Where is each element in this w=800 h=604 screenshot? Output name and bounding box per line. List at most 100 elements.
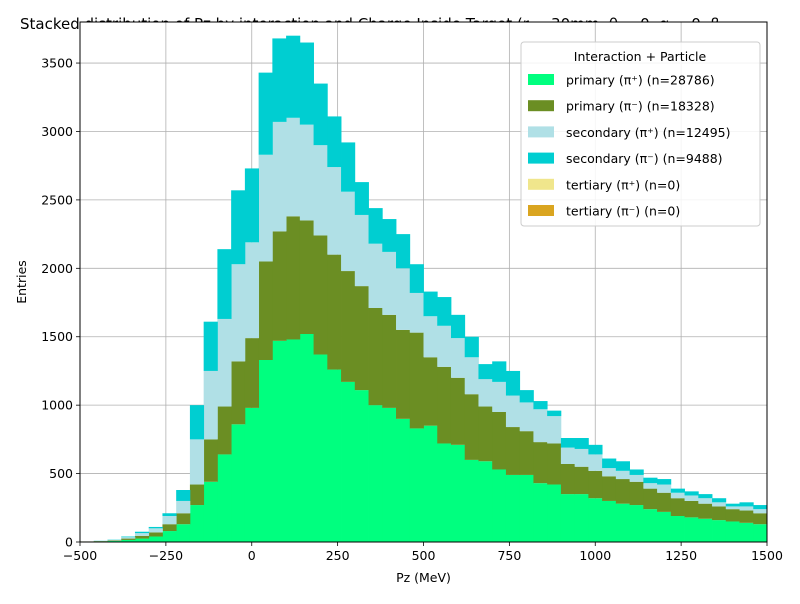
histogram-bar-series-3: [478, 379, 492, 406]
histogram-bar-series-3: [149, 528, 163, 532]
histogram-bar-series-2: [533, 442, 547, 483]
histogram-bar-series-3: [176, 501, 190, 513]
histogram-bar-series-1: [630, 505, 644, 542]
histogram-bar-series-3: [272, 122, 286, 231]
histogram-bar-series-1: [341, 382, 355, 542]
histogram-bar-series-3: [231, 264, 245, 361]
histogram-bar-series-1: [726, 521, 740, 542]
histogram-bar-series-1: [588, 498, 602, 542]
legend-title: Interaction + Particle: [574, 49, 707, 64]
histogram-bar-series-3: [740, 506, 754, 510]
histogram-bar-series-4: [643, 478, 657, 483]
histogram-bar-series-2: [162, 524, 176, 531]
x-tick-label: −500: [63, 548, 97, 563]
legend: Interaction + Particle primary (π⁺) (n=2…: [521, 42, 760, 226]
histogram-bar-series-3: [327, 167, 341, 255]
histogram-bar-series-2: [602, 476, 616, 501]
histogram-bar-series-1: [314, 355, 328, 542]
histogram-bar-series-3: [424, 316, 438, 357]
histogram-bar-series-2: [107, 540, 121, 541]
histogram-bar-series-2: [437, 367, 451, 444]
histogram-bar-series-4: [657, 479, 671, 484]
histogram-bar-series-1: [643, 509, 657, 542]
histogram-bar-series-4: [300, 43, 314, 125]
histogram-bar-series-1: [520, 475, 534, 542]
y-axis-label: Entries: [14, 260, 29, 304]
histogram-bar-series-4: [176, 490, 190, 501]
histogram-bar-series-4: [437, 297, 451, 326]
histogram-bar-series-4: [355, 182, 369, 215]
histogram-bar-series-3: [533, 409, 547, 442]
histogram-bar-series-3: [314, 145, 328, 235]
histogram-bar-series-4: [588, 445, 602, 455]
y-tick-label: 2000: [41, 261, 73, 276]
y-tick-label: 3000: [41, 124, 73, 139]
histogram-bar-series-2: [286, 216, 300, 339]
histogram-bar-series-2: [506, 427, 520, 475]
histogram-bar-series-3: [382, 252, 396, 315]
histogram-bar-series-4: [465, 337, 479, 358]
histogram-bar-series-3: [520, 402, 534, 431]
histogram-bar-series-4: [259, 73, 273, 155]
histogram-bar-series-2: [740, 511, 754, 523]
histogram-bar-series-4: [685, 491, 699, 495]
histogram-bar-series-2: [217, 407, 231, 455]
histogram-bar-series-3: [630, 475, 644, 482]
histogram-bar-series-4: [396, 234, 410, 268]
histogram-bar-series-1: [740, 523, 754, 542]
histogram-bar-series-2: [575, 467, 589, 494]
histogram-bar-series-1: [204, 482, 218, 542]
histogram-bar-series-1: [506, 475, 520, 542]
histogram-bar-series-2: [712, 506, 726, 520]
histogram-bar-series-3: [561, 448, 575, 464]
y-tick-label: 3500: [41, 56, 73, 71]
histogram-bar-series-3: [396, 268, 410, 330]
legend-swatch: [528, 153, 554, 164]
histogram-bar-series-4: [740, 502, 754, 506]
histogram-bar-series-4: [492, 361, 506, 382]
histogram-bar-series-3: [712, 502, 726, 506]
histogram-bar-series-1: [217, 454, 231, 542]
histogram-bar-series-3: [506, 396, 520, 427]
histogram-bar-series-4: [231, 190, 245, 264]
legend-entry-label: secondary (π⁺) (n=12495): [566, 125, 731, 140]
histogram-bar-series-1: [698, 519, 712, 542]
histogram-bar-series-3: [465, 357, 479, 394]
histogram-bar-series-4: [382, 219, 396, 252]
histogram-bar-series-1: [162, 531, 176, 542]
histogram-bar-series-2: [671, 498, 685, 516]
histogram-bar-series-3: [726, 506, 740, 509]
histogram-bar-series-3: [341, 192, 355, 271]
histogram-bar-series-2: [231, 361, 245, 424]
histogram-bar-series-2: [355, 286, 369, 390]
histogram-bar-series-1: [753, 524, 767, 542]
histogram-bar-series-4: [698, 494, 712, 498]
histogram-bar-series-2: [176, 513, 190, 524]
x-tick-label: 1000: [579, 548, 611, 563]
histogram-bar-series-3: [204, 371, 218, 439]
histogram-bar-series-2: [616, 479, 630, 504]
histogram-bar-series-1: [149, 537, 163, 542]
histogram-bar-series-4: [547, 411, 561, 416]
histogram-bar-series-2: [382, 315, 396, 408]
histogram-bar-series-4: [533, 401, 547, 409]
histogram-bar-series-3: [657, 485, 671, 493]
histogram-bar-series-3: [575, 449, 589, 467]
histogram-bar-series-4: [286, 36, 300, 118]
histogram-bar-series-1: [382, 408, 396, 542]
histogram-bar-series-2: [259, 261, 273, 360]
histogram-bar-series-4: [272, 38, 286, 121]
histogram-bar-series-2: [630, 482, 644, 505]
x-tick-label: 1500: [751, 548, 783, 563]
histogram-bar-series-1: [657, 512, 671, 542]
histogram-bar-series-4: [327, 116, 341, 167]
histogram-bar-series-4: [712, 498, 726, 502]
histogram-bar-series-1: [259, 360, 273, 542]
histogram-bar-series-2: [396, 330, 410, 419]
histogram-bar-series-3: [753, 509, 767, 513]
histogram-bar-series-1: [176, 524, 190, 542]
histogram-bar-series-2: [135, 536, 149, 539]
histogram-bar-series-1: [410, 428, 424, 542]
histogram-bar-series-3: [588, 454, 602, 470]
histogram-bar-series-1: [135, 539, 149, 542]
